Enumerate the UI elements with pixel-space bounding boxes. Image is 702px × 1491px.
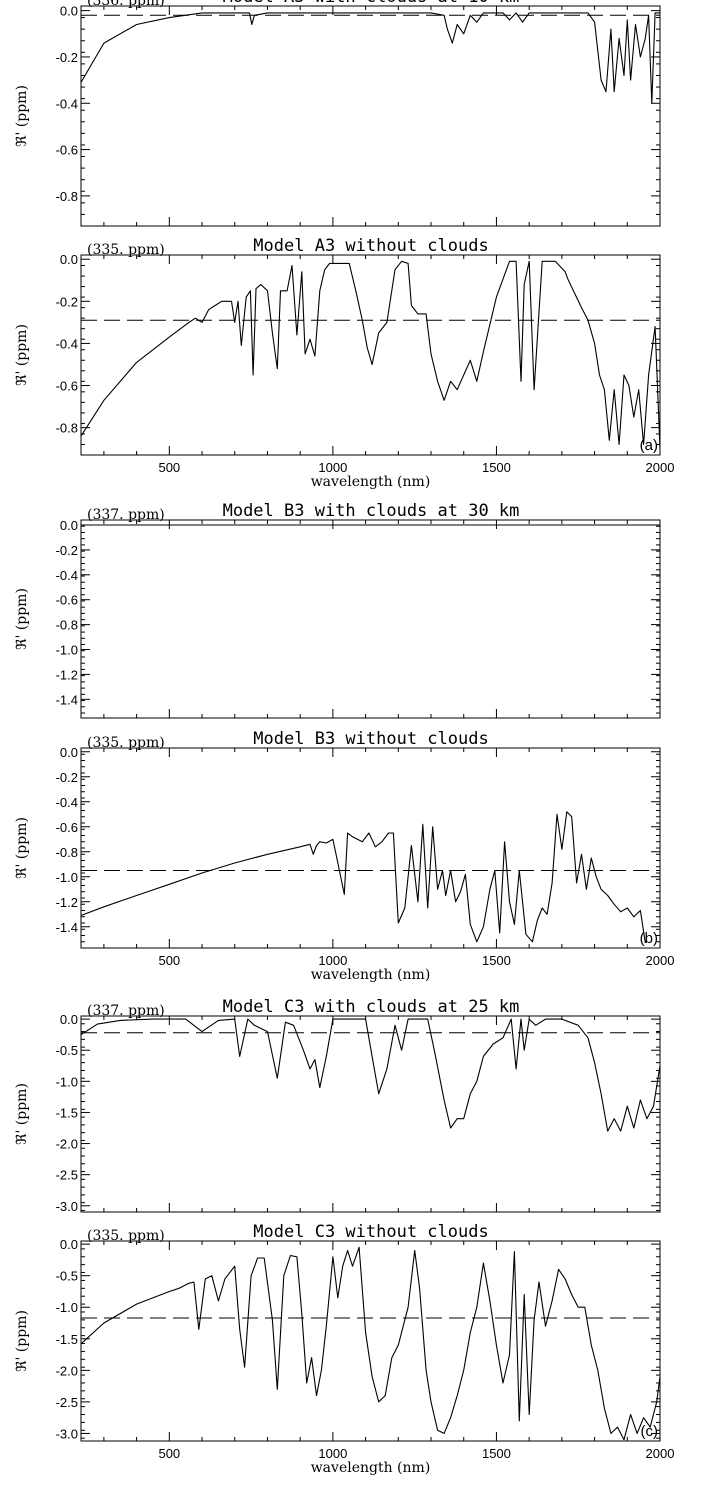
y-tick-label: -0.2 bbox=[56, 770, 78, 785]
plot-frame-5 bbox=[80, 1015, 661, 1213]
panel-label: (c) bbox=[641, 1423, 659, 1440]
y-tick-label: -0.4 bbox=[56, 336, 78, 351]
y-tick-label: -0.6 bbox=[56, 820, 78, 835]
y-tick-label: 0.0 bbox=[60, 252, 78, 267]
x-tick-label: 1000 bbox=[318, 1446, 347, 1461]
series-line bbox=[80, 1246, 661, 1441]
x-tick-label: 500 bbox=[158, 953, 180, 968]
plot-title: Model B3 without clouds bbox=[253, 729, 488, 749]
y-axis-label: ℜ' (ppm) bbox=[14, 324, 30, 386]
y-tick-label: -1.2 bbox=[56, 895, 78, 910]
ppm-annotation: (337. ppm) bbox=[87, 1003, 165, 1019]
x-axis-label: wavelength (nm) bbox=[311, 474, 431, 490]
y-tick-label: -0.5 bbox=[56, 1269, 78, 1284]
y-tick-label: -3.0 bbox=[56, 1426, 78, 1441]
plot-frame-4 bbox=[80, 747, 661, 949]
series-line bbox=[80, 12, 660, 104]
y-tick-label: -1.0 bbox=[56, 1300, 78, 1315]
panel-label: (b) bbox=[640, 930, 658, 947]
x-axis-label: wavelength (nm) bbox=[311, 1460, 431, 1476]
y-tick-label: -1.0 bbox=[56, 1074, 78, 1089]
plot-frame-2 bbox=[80, 254, 661, 456]
y-axis-label: ℜ' (ppm) bbox=[14, 1310, 30, 1372]
y-tick-label: -0.6 bbox=[56, 379, 78, 394]
x-tick-label: 1500 bbox=[482, 1446, 511, 1461]
y-tick-label: -2.5 bbox=[56, 1168, 78, 1183]
y-tick-label: -2.0 bbox=[56, 1363, 78, 1378]
series-line bbox=[80, 1018, 661, 1132]
plot-title: Model A3 without clouds bbox=[253, 236, 488, 256]
y-axis-label: ℜ' (ppm) bbox=[14, 85, 30, 147]
x-tick-label: 2000 bbox=[646, 1446, 675, 1461]
series-line bbox=[80, 811, 646, 944]
plot-title: Model B3 with clouds at 30 km bbox=[223, 501, 520, 521]
y-axis-label: ℜ' (ppm) bbox=[14, 588, 30, 650]
plot-title: Model C3 without clouds bbox=[253, 1222, 488, 1242]
y-tick-label: -1.5 bbox=[56, 1105, 78, 1120]
plot-frame-6 bbox=[80, 1240, 661, 1442]
plot-title: Model C3 with clouds at 25 km bbox=[223, 997, 520, 1017]
y-tick-label: -0.2 bbox=[56, 294, 78, 309]
x-tick-label: 1500 bbox=[482, 953, 511, 968]
y-tick-label: -0.2 bbox=[56, 543, 78, 558]
ppm-annotation: (335. ppm) bbox=[87, 1228, 165, 1244]
plot-frame-3 bbox=[80, 519, 661, 719]
x-tick-label: 500 bbox=[158, 1446, 180, 1461]
y-tick-label: -1.2 bbox=[56, 667, 78, 682]
y-tick-label: 0.0 bbox=[60, 4, 78, 19]
panel-label: (a) bbox=[640, 437, 658, 454]
x-tick-label: 1000 bbox=[318, 953, 347, 968]
x-tick-label: 1000 bbox=[318, 460, 347, 475]
x-tick-label: 2000 bbox=[646, 460, 675, 475]
y-tick-label: 0.0 bbox=[60, 1237, 78, 1252]
x-tick-label: 500 bbox=[158, 460, 180, 475]
x-tick-label: 1500 bbox=[482, 460, 511, 475]
y-tick-label: -1.5 bbox=[56, 1332, 78, 1347]
y-tick-label: -1.0 bbox=[56, 643, 78, 658]
y-tick-label: -2.0 bbox=[56, 1137, 78, 1152]
y-tick-label: -0.4 bbox=[56, 96, 78, 111]
y-tick-label: -2.5 bbox=[56, 1395, 78, 1410]
y-tick-label: -0.8 bbox=[56, 189, 78, 204]
plot-title: Model A3 with clouds at 10 km bbox=[223, 0, 520, 7]
y-tick-label: -0.5 bbox=[56, 1043, 78, 1058]
ppm-annotation: (335. ppm) bbox=[87, 242, 165, 258]
y-tick-label: -0.2 bbox=[56, 50, 78, 65]
ppm-annotation: (337. ppm) bbox=[87, 507, 165, 523]
ppm-annotation: (336. ppm) bbox=[87, 0, 165, 9]
ppm-annotation: (335. ppm) bbox=[87, 735, 165, 751]
y-tick-label: -0.8 bbox=[56, 845, 78, 860]
y-tick-label: 0.0 bbox=[60, 1012, 78, 1027]
y-axis-label: ℜ' (ppm) bbox=[14, 817, 30, 879]
plot-frame-1 bbox=[80, 5, 661, 227]
y-tick-label: -0.4 bbox=[56, 568, 78, 583]
series-line bbox=[80, 260, 661, 449]
y-tick-label: 0.0 bbox=[60, 745, 78, 760]
x-tick-label: 2000 bbox=[646, 953, 675, 968]
y-tick-label: -0.6 bbox=[56, 143, 78, 158]
y-tick-label: -1.0 bbox=[56, 870, 78, 885]
y-tick-label: -0.6 bbox=[56, 593, 78, 608]
y-tick-label: -1.4 bbox=[56, 692, 78, 707]
y-axis-label: ℜ' (ppm) bbox=[14, 1083, 30, 1145]
x-axis-label: wavelength (nm) bbox=[311, 967, 431, 983]
y-tick-label: 0.0 bbox=[60, 518, 78, 533]
y-tick-label: -1.4 bbox=[56, 920, 78, 935]
y-tick-label: -0.8 bbox=[56, 421, 78, 436]
y-tick-label: -0.8 bbox=[56, 618, 78, 633]
y-tick-label: -0.4 bbox=[56, 795, 78, 810]
y-tick-label: -3.0 bbox=[56, 1199, 78, 1214]
